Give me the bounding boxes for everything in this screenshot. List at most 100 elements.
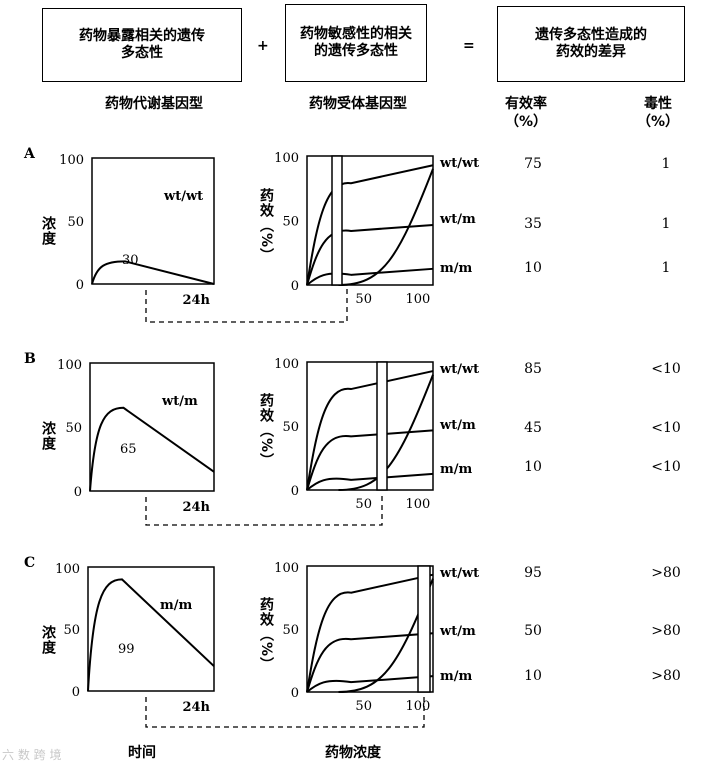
- pk-auc-value: 30: [122, 253, 139, 268]
- pd-genotype-label: wt/wt: [440, 566, 480, 581]
- efficacy-value: 85: [524, 361, 542, 377]
- efficacy-difference-box: 遗传多态性造成的 药效的差异: [497, 6, 685, 82]
- pk-genotype-label: wt/wt: [163, 189, 203, 204]
- pd-xtick-100: 100: [405, 699, 430, 714]
- effect-axis-label: 药效（%）: [258, 393, 274, 469]
- row-letter-B: B: [24, 351, 36, 367]
- pk-genotype-label: m/m: [160, 598, 193, 613]
- pk-ytick-100: 100: [55, 562, 80, 577]
- concentration-axis-label: 浓度: [40, 625, 56, 655]
- concentration-window-bar: [331, 155, 343, 286]
- pk-ytick-50: 50: [63, 623, 80, 638]
- pd-effect-curve-wt-m: [306, 223, 434, 286]
- pd-effect-curve-wt-m: [306, 429, 434, 491]
- pd-plot-frame: [306, 361, 434, 491]
- effect-axis-label: 药效（%）: [258, 188, 274, 264]
- box2-text: 药物敏感性的相关 的遗传多态性: [300, 25, 412, 60]
- toxicity-value: <10: [651, 361, 681, 377]
- pk-concentration-curve: [91, 260, 215, 285]
- pd-genotype-label: wt/m: [440, 624, 476, 639]
- toxicity-value: >80: [651, 565, 681, 581]
- efficacy-value: 10: [524, 459, 542, 475]
- pd-ytick-50: 50: [282, 623, 299, 638]
- toxicity-value: 1: [661, 156, 671, 172]
- drug-exposure-polymorphism-box: 药物暴露相关的遗传 多态性: [42, 8, 242, 82]
- toxicity-value: >80: [651, 668, 681, 684]
- efficacy-value: 35: [524, 216, 542, 232]
- toxicity-value: 1: [661, 216, 671, 232]
- row-letter-A: A: [24, 146, 35, 162]
- pk-plot-frame: [87, 566, 215, 692]
- pk-ytick-50: 50: [65, 421, 82, 436]
- pd-plot-frame: [306, 155, 434, 286]
- dashed-connector: [145, 289, 348, 323]
- pd-effect-curve-wt-wt: [306, 573, 434, 693]
- toxicity-value: 1: [661, 260, 671, 276]
- toxicity-value: <10: [651, 459, 681, 475]
- efficacy-heading: 有效率 （%）: [504, 96, 548, 130]
- concentration-axis-label: 浓度: [40, 421, 56, 451]
- concentration-window-bar: [417, 565, 431, 693]
- pk-concentration-curve: [89, 406, 215, 492]
- pd-effect-curve-wt-m: [306, 632, 434, 693]
- pd-xtick-100: 100: [405, 497, 430, 512]
- effect-axis-label: 药效（%）: [258, 597, 274, 673]
- box1-text: 药物暴露相关的遗传 多态性: [79, 27, 205, 62]
- dashed-connector: [145, 494, 383, 526]
- pk-plot-frame: [89, 362, 215, 492]
- pk-auc-value: 65: [120, 442, 137, 457]
- pk-xtick-24h: 24h: [182, 700, 210, 715]
- efficacy-value: 45: [524, 420, 542, 436]
- pd-genotype-label: wt/wt: [440, 362, 480, 377]
- pd-ytick-50: 50: [282, 420, 299, 435]
- metabolism-genotype-heading: 药物代谢基因型: [105, 96, 203, 112]
- concentration-window-bar: [376, 361, 388, 491]
- toxicity-heading: 毒性 （%）: [636, 96, 680, 130]
- watermark: 六 数 跨 境: [2, 748, 62, 762]
- efficacy-value: 10: [524, 260, 542, 276]
- pd-genotype-label: wt/m: [440, 212, 476, 227]
- pd-genotype-label: wt/m: [440, 418, 476, 433]
- receptor-genotype-heading: 药物受体基因型: [309, 96, 407, 112]
- pd-effect-curve-m-m: [306, 675, 434, 693]
- pk-plot-frame: [91, 157, 215, 285]
- pd-ytick-50: 50: [282, 215, 299, 230]
- pk-auc-value: 99: [118, 642, 135, 657]
- drug-sensitivity-polymorphism-box: 药物敏感性的相关 的遗传多态性: [285, 4, 427, 82]
- pk-ytick-0: 0: [76, 278, 84, 293]
- pd-ytick-0: 0: [291, 484, 299, 499]
- pd-effect-curve-m-m: [306, 472, 434, 491]
- drug-concentration-axis-label: 药物浓度: [325, 745, 381, 761]
- pd-ytick-100: 100: [274, 561, 299, 576]
- pk-genotype-label: wt/m: [161, 394, 198, 409]
- pk-ytick-100: 100: [59, 153, 84, 168]
- efficacy-value: 10: [524, 668, 542, 684]
- plus-sign: +: [257, 38, 269, 54]
- pd-xtick-100: 100: [405, 292, 430, 307]
- pk-ytick-0: 0: [74, 485, 82, 500]
- row-letter-C: C: [24, 555, 36, 571]
- pd-ytick-100: 100: [274, 357, 299, 372]
- pk-xtick-24h: 24h: [182, 500, 210, 515]
- pk-ytick-50: 50: [67, 215, 84, 230]
- pd-plot-frame: [306, 565, 434, 693]
- equals-sign: =: [463, 38, 475, 54]
- pd-toxicity-curve: [338, 374, 434, 491]
- pd-xtick-50: 50: [355, 497, 372, 512]
- toxicity-value: >80: [651, 623, 681, 639]
- pk-ytick-0: 0: [72, 685, 80, 700]
- pd-genotype-label: m/m: [440, 462, 473, 477]
- pd-toxicity-curve: [338, 168, 434, 286]
- pk-concentration-curve: [87, 578, 215, 692]
- efficacy-value: 75: [524, 156, 542, 172]
- pd-genotype-label: wt/wt: [440, 156, 480, 171]
- pk-xtick-24h: 24h: [182, 293, 210, 308]
- pd-effect-curve-wt-wt: [306, 370, 434, 491]
- pd-effect-curve-wt-wt: [306, 164, 434, 286]
- pd-ytick-0: 0: [291, 686, 299, 701]
- concentration-axis-label: 浓度: [40, 216, 56, 246]
- efficacy-value: 95: [524, 565, 542, 581]
- efficacy-value: 50: [524, 623, 542, 639]
- pd-xtick-50: 50: [355, 292, 372, 307]
